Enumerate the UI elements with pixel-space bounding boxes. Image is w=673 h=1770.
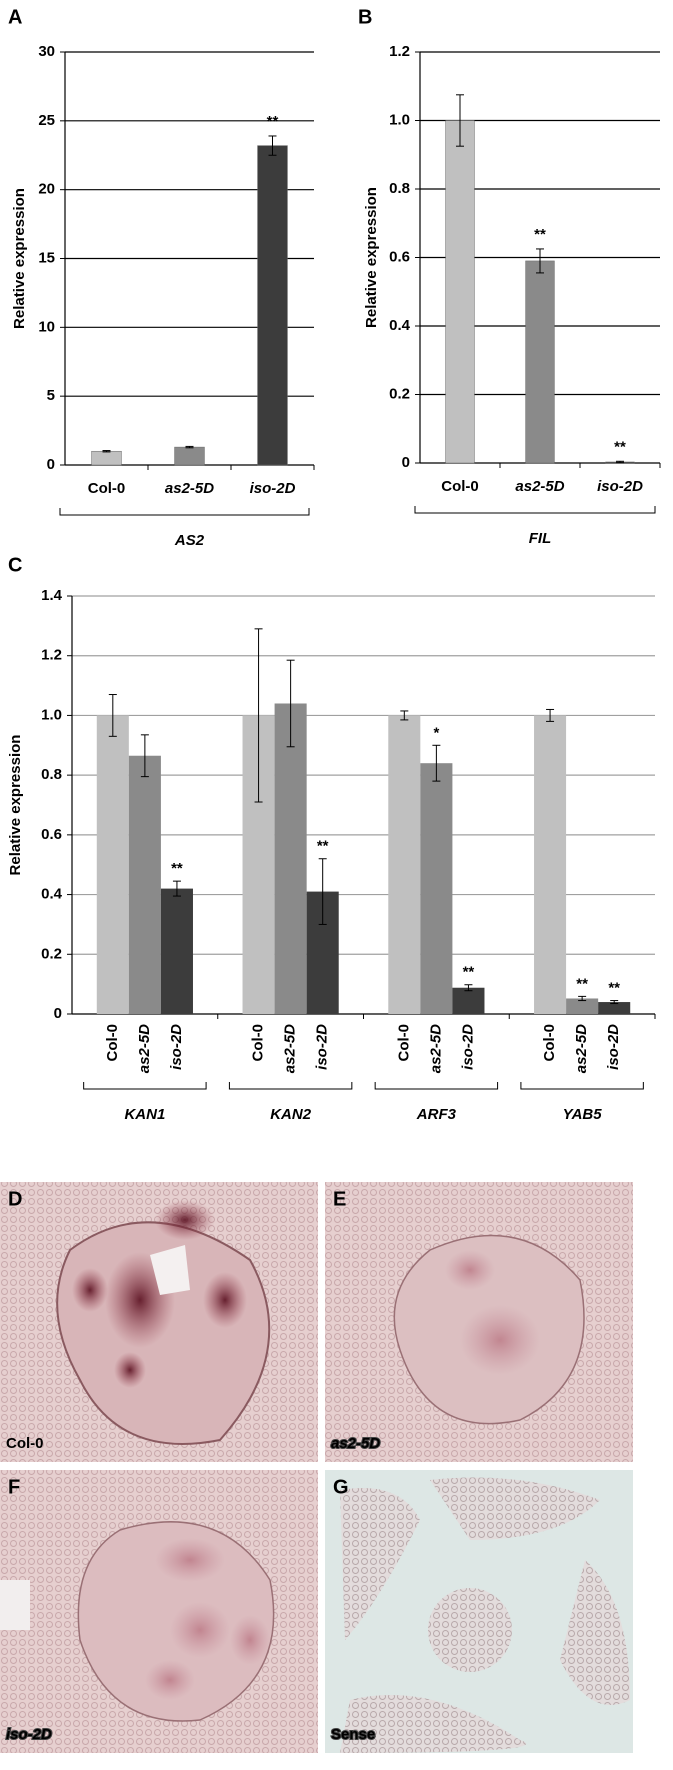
bar bbox=[445, 120, 475, 464]
x-tick-label: as2-5D bbox=[427, 1024, 444, 1073]
x-tick-label: iso-2D bbox=[459, 1024, 476, 1070]
panel-label: C bbox=[8, 554, 22, 576]
significance: ** bbox=[608, 980, 620, 997]
image-label: Sense bbox=[331, 1726, 375, 1743]
y-tick-label: 0 bbox=[402, 454, 410, 471]
panel-label: D bbox=[8, 1188, 22, 1210]
y-tick-label: 30 bbox=[38, 43, 55, 60]
bar bbox=[452, 987, 485, 1014]
bar bbox=[160, 888, 193, 1014]
bar bbox=[91, 450, 122, 466]
x-tick-label: Col-0 bbox=[104, 1024, 121, 1062]
y-tick-label: 1.0 bbox=[389, 111, 410, 128]
bracket bbox=[83, 1082, 207, 1090]
x-tick-label: iso-2D bbox=[605, 1024, 622, 1070]
bar bbox=[388, 715, 421, 1014]
gene-label: YAB5 bbox=[563, 1106, 603, 1123]
y-tick-label: 1.0 bbox=[41, 706, 62, 723]
bracket bbox=[414, 506, 656, 514]
y-tick-label: 1.2 bbox=[389, 43, 410, 60]
y-tick-label: 0.2 bbox=[389, 385, 410, 402]
y-axis-label: Relative expression bbox=[7, 735, 24, 876]
significance: ** bbox=[317, 838, 329, 855]
y-tick-label: 10 bbox=[38, 318, 55, 335]
bar bbox=[534, 715, 567, 1014]
bar bbox=[96, 715, 129, 1014]
y-tick-label: 0.2 bbox=[41, 945, 62, 962]
panel-label: G bbox=[333, 1476, 349, 1498]
y-tick-label: 0.8 bbox=[389, 180, 410, 197]
x-tick-label: as2-5D bbox=[515, 478, 564, 495]
x-tick-label: as2-5D bbox=[573, 1024, 590, 1073]
micrograph bbox=[0, 1182, 318, 1462]
bar bbox=[598, 1002, 631, 1014]
bar bbox=[128, 755, 161, 1014]
bar bbox=[274, 703, 307, 1014]
y-axis-label: Relative expression bbox=[11, 188, 28, 329]
y-tick-label: 0.4 bbox=[41, 886, 63, 903]
x-tick-label: Col-0 bbox=[441, 478, 479, 495]
y-tick-label: 1.2 bbox=[41, 647, 62, 664]
bar bbox=[566, 998, 599, 1014]
panel-label: A bbox=[8, 6, 22, 28]
x-tick-label: Col-0 bbox=[395, 1024, 412, 1062]
gene-label: AS2 bbox=[174, 532, 205, 549]
gene-label: KAN2 bbox=[270, 1106, 311, 1123]
bar bbox=[420, 763, 453, 1014]
y-axis-label: Relative expression bbox=[363, 187, 380, 328]
x-tick-label: Col-0 bbox=[88, 480, 126, 497]
y-tick-label: 5 bbox=[47, 387, 55, 404]
significance: ** bbox=[171, 860, 183, 877]
image-label: as2-5D bbox=[331, 1435, 380, 1452]
bracket bbox=[374, 1082, 499, 1090]
image-label: iso-2D bbox=[6, 1726, 52, 1743]
significance: * bbox=[433, 724, 439, 741]
x-tick-label: as2-5D bbox=[165, 480, 214, 497]
y-tick-label: 0 bbox=[47, 456, 55, 473]
panel-label: E bbox=[333, 1188, 346, 1210]
bar bbox=[525, 260, 555, 464]
significance: ** bbox=[267, 113, 279, 130]
y-tick-label: 20 bbox=[38, 181, 55, 198]
bracket bbox=[228, 1082, 353, 1090]
bracket bbox=[59, 508, 310, 516]
y-tick-label: 1.4 bbox=[41, 587, 63, 604]
significance: ** bbox=[614, 438, 626, 455]
significance: ** bbox=[576, 975, 588, 992]
panel-label: B bbox=[358, 6, 372, 28]
bar bbox=[174, 446, 205, 466]
image-label: Col-0 bbox=[6, 1435, 44, 1452]
gene-label: FIL bbox=[529, 530, 552, 547]
x-tick-label: iso-2D bbox=[168, 1024, 185, 1070]
y-tick-label: 0.8 bbox=[41, 766, 62, 783]
x-tick-label: iso-2D bbox=[314, 1024, 331, 1070]
significance: ** bbox=[463, 964, 475, 981]
y-tick-label: 15 bbox=[38, 249, 55, 266]
micrograph bbox=[325, 1470, 633, 1753]
micrograph bbox=[325, 1182, 633, 1462]
y-tick-label: 0.4 bbox=[389, 317, 411, 334]
bar bbox=[257, 145, 288, 466]
y-tick-label: 0 bbox=[54, 1005, 62, 1022]
y-tick-label: 25 bbox=[38, 112, 55, 129]
micrograph bbox=[0, 1470, 318, 1753]
gene-label: KAN1 bbox=[124, 1106, 165, 1123]
x-tick-label: iso-2D bbox=[597, 478, 643, 495]
x-tick-label: Col-0 bbox=[541, 1024, 558, 1062]
y-tick-label: 0.6 bbox=[389, 248, 410, 265]
significance: ** bbox=[534, 226, 546, 243]
panel-label: F bbox=[8, 1476, 20, 1498]
bracket bbox=[520, 1082, 644, 1090]
x-tick-label: as2-5D bbox=[136, 1024, 153, 1073]
x-tick-label: Col-0 bbox=[250, 1024, 267, 1062]
gene-label: ARF3 bbox=[416, 1106, 457, 1123]
x-tick-label: as2-5D bbox=[282, 1024, 299, 1073]
y-tick-label: 0.6 bbox=[41, 826, 62, 843]
x-tick-label: iso-2D bbox=[250, 480, 296, 497]
